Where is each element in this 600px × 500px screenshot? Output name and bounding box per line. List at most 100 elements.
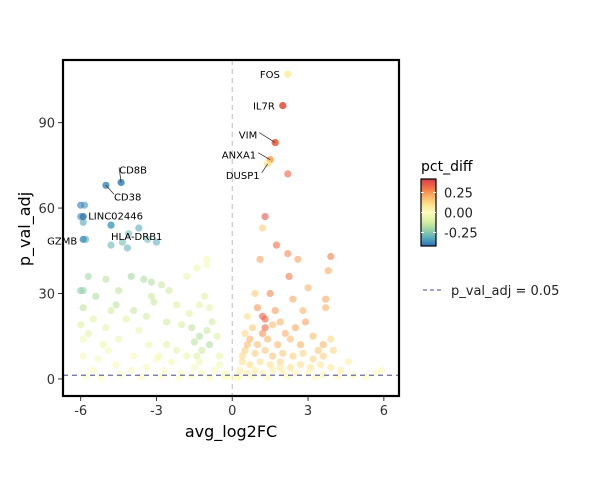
gene-label: HLA-DRB1 — [111, 232, 162, 243]
gene-label-leader — [261, 163, 268, 174]
gene-point — [104, 346, 113, 354]
gene-label: DUSP1 — [226, 171, 260, 182]
threshold-legend-label: p_val_adj = 0.05 — [451, 284, 559, 299]
gene-point — [115, 335, 123, 343]
colorbar-tick-label: 0.00 — [444, 207, 473, 222]
gene-point — [205, 304, 214, 312]
gene-point — [243, 341, 251, 349]
gene-point — [142, 363, 150, 372]
gene-point — [175, 374, 183, 382]
colorbar-tick-label: 0.25 — [444, 187, 473, 202]
gene-point — [117, 371, 125, 379]
gene-point — [155, 352, 163, 360]
gene-point — [92, 292, 100, 300]
gene-point — [261, 213, 269, 221]
gene-point — [203, 261, 211, 269]
y-tick-label: 60 — [38, 202, 55, 217]
labeled-gene-point — [264, 160, 272, 168]
gene-point — [178, 321, 186, 329]
gene-point — [296, 341, 305, 349]
gene-point — [286, 335, 294, 343]
gene-point — [241, 346, 249, 354]
gene-point — [193, 264, 201, 272]
gene-point — [246, 335, 254, 343]
gene-point — [276, 363, 284, 372]
gene-point — [238, 358, 246, 366]
gene-point — [211, 366, 219, 374]
gene-point — [309, 332, 317, 340]
labeled-gene-point — [279, 101, 287, 110]
gene-point — [112, 301, 120, 309]
gene-point — [276, 318, 284, 326]
gene-point — [329, 346, 337, 354]
gene-point — [173, 346, 181, 354]
gene-point — [198, 346, 206, 354]
gene-point — [135, 326, 143, 335]
gene-point — [238, 352, 246, 360]
gene-point — [256, 255, 264, 263]
gene-point — [299, 307, 307, 315]
gene-point — [324, 267, 332, 275]
gene-point — [173, 301, 181, 309]
gene-point — [294, 255, 302, 263]
gene-point — [208, 318, 216, 326]
gene-label: IL7R — [253, 102, 275, 113]
plot-panel — [63, 60, 399, 396]
gene-point — [319, 341, 327, 349]
gene-point — [79, 287, 87, 295]
y-tick-label: 90 — [38, 117, 55, 132]
gene-point — [286, 363, 294, 372]
legend: pct_diff p_val_adj = 0.05 0.25 0.00 -0.25 — [420, 159, 559, 299]
gene-point — [344, 358, 353, 366]
gene-point — [253, 304, 262, 312]
gene-point — [183, 352, 191, 360]
gene-point — [102, 275, 110, 283]
gene-point — [80, 201, 89, 209]
x-tick-label: 0 — [228, 404, 236, 419]
gene-point — [319, 371, 327, 379]
gene-point — [213, 332, 221, 340]
gene-point — [327, 335, 335, 343]
gene-point — [272, 241, 281, 249]
gene-point — [163, 341, 171, 349]
y-axis-title: p_val_adj — [15, 192, 35, 266]
y-tick-label: 30 — [38, 287, 55, 302]
gene-point — [334, 372, 342, 380]
gene-point — [203, 326, 211, 335]
gene-label-leader — [258, 132, 276, 143]
gene-point — [327, 252, 335, 261]
gene-point — [322, 304, 330, 312]
gene-point — [301, 318, 310, 326]
gene-point — [168, 358, 176, 366]
gene-point — [236, 366, 244, 374]
gene-point — [269, 352, 277, 360]
labeled-gene-point — [284, 70, 292, 78]
gene-label: FOS — [260, 70, 280, 81]
gene-point — [144, 235, 152, 243]
gene-point — [163, 318, 171, 326]
gene-point — [261, 324, 269, 332]
x-tick-label: 6 — [380, 404, 388, 419]
gene-point — [140, 275, 148, 283]
gene-point — [190, 338, 198, 346]
gene-point — [274, 341, 282, 349]
panel-background — [63, 60, 399, 396]
gene-point — [285, 272, 293, 280]
gene-point — [289, 352, 297, 360]
gene-point — [127, 272, 135, 280]
gene-point — [261, 315, 269, 323]
gene-label: VIM — [239, 131, 257, 142]
gene-point — [266, 289, 274, 298]
gene-point — [216, 361, 224, 369]
gene-point — [259, 329, 267, 337]
gene-point — [127, 366, 135, 374]
gene-point — [147, 292, 155, 300]
x-tick-label: 3 — [304, 404, 312, 419]
gene-point — [269, 321, 277, 329]
gene-point — [251, 289, 259, 298]
gene-point — [165, 287, 173, 295]
gene-point — [221, 373, 229, 381]
colorbar-title: pct_diff — [421, 159, 473, 175]
gene-point — [248, 373, 257, 381]
